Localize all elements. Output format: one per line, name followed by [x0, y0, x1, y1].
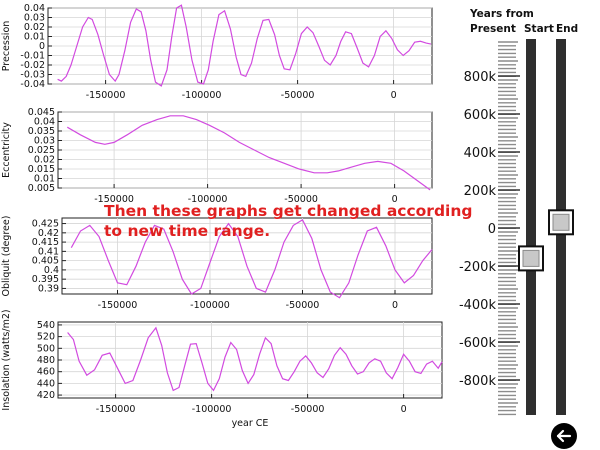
slider-scale-label: -800k [459, 374, 497, 389]
x-tick-label: 0 [391, 90, 397, 101]
y-axis-label: Insolation (watts/m2) [1, 309, 12, 410]
y-tick-label: 0.02 [24, 22, 45, 33]
y-tick-label: 0 [39, 41, 45, 52]
y-tick-label: 0.405 [32, 256, 59, 267]
y-tick-label: -0.04 [20, 79, 45, 90]
arrow-left-icon [556, 429, 572, 443]
y-tick-label: 0.035 [28, 126, 55, 137]
y-tick-label: 0.045 [28, 107, 55, 118]
y-tick-label: 0.02 [34, 155, 55, 166]
y-tick-label: 480 [37, 355, 55, 366]
start-slider-thumb-inner [522, 249, 540, 267]
y-tick-label: 0.4 [44, 265, 59, 276]
y-tick-label: 0.025 [28, 145, 55, 156]
series-line [67, 326, 443, 392]
slider-header-years-from: Years from [470, 8, 534, 20]
slider-scale-label: 800k [464, 70, 497, 85]
series-line [66, 115, 431, 191]
x-tick-label: -100000 [182, 90, 222, 101]
y-tick-label: 0.41 [38, 246, 59, 257]
y-axis-label: Eccentricity [1, 122, 12, 178]
plot-frame [61, 217, 433, 295]
slider-scale-label: 200k [464, 184, 497, 199]
annotation-line-2: to new time range. [104, 222, 271, 240]
time-range-slider[interactable]: 800k 600k 400k 200k 0 -200k -400k -600k -800k [440, 34, 590, 424]
y-tick-label: 0.01 [24, 32, 45, 43]
x-tick-label: -50000 [281, 90, 315, 101]
x-tick-label: 0 [392, 300, 398, 311]
x-tick-label: 0 [392, 194, 398, 205]
y-tick-label: 500 [37, 343, 55, 354]
y-tick-label: 460 [37, 367, 55, 378]
x-tick-label: -150000 [86, 90, 126, 101]
y-tick-label: 0.415 [32, 237, 59, 248]
series-line [70, 219, 433, 299]
x-tick-label: -150000 [96, 404, 136, 415]
slider-scale-label: 600k [464, 108, 497, 123]
y-tick-label: 0.42 [38, 228, 59, 239]
annotation-text: Then these graphs get changed according … [104, 201, 474, 241]
slider-scale-label: 400k [464, 146, 497, 161]
y-tick-label: 0.015 [28, 164, 55, 175]
x-tick-label: -50000 [284, 194, 318, 205]
y-tick-label: 0.39 [38, 283, 59, 294]
start-slider-track [526, 39, 536, 415]
start-slider-label: Start [524, 23, 554, 35]
x-tick-label: -150000 [98, 300, 138, 311]
x-tick-label: -150000 [94, 194, 134, 205]
end-slider-thumb-inner [552, 213, 570, 231]
x-tick-label: -100000 [192, 404, 232, 415]
y-tick-label: 0.005 [28, 183, 55, 194]
x-tick-label: -100000 [188, 194, 228, 205]
slider-scale-label: 0 [488, 222, 496, 237]
end-slider-thumb[interactable] [548, 209, 574, 236]
back-button[interactable] [551, 423, 577, 449]
start-slider-thumb[interactable] [518, 245, 544, 272]
series-line [57, 4, 432, 87]
y-tick-label: 0.03 [34, 136, 55, 147]
y-axis-label: Precession [1, 21, 12, 72]
y-tick-label: 520 [37, 332, 55, 343]
y-tick-label: 0.03 [24, 13, 45, 24]
y-tick-label: 0.395 [32, 274, 59, 285]
y-tick-label: 0.04 [34, 117, 55, 128]
end-slider-label: End [556, 23, 579, 35]
y-tick-label: 0.01 [34, 174, 55, 185]
slider-scale-label: -200k [459, 260, 497, 275]
slider-scale-label: -400k [459, 298, 497, 313]
y-tick-label: 0.425 [32, 219, 59, 230]
y-tick-label: 0.04 [24, 3, 45, 14]
annotation-line-1: Then these graphs get changed according [104, 202, 473, 220]
chart-2: 0.0450.040.0350.030.0250.020.0150.010.00… [1, 107, 433, 205]
slider-scale-label: -600k [459, 336, 497, 351]
y-tick-label: -0.01 [20, 51, 45, 62]
charts-area: 0.040.030.020.010-0.01-0.02-0.03-0.04-15… [1, 3, 443, 429]
y-tick-label: 420 [37, 390, 55, 401]
slider-header-present: Present [470, 23, 516, 35]
x-tick-label: 0 [401, 404, 407, 415]
x-tick-label: -100000 [190, 300, 230, 311]
x-tick-label: -50000 [291, 404, 325, 415]
x-tick-label: -50000 [286, 300, 320, 311]
y-tick-label: 440 [37, 378, 55, 389]
chart-1: 0.040.030.020.010-0.01-0.02-0.03-0.04-15… [1, 3, 433, 101]
y-axis-label: Obliquit (degree) [1, 216, 12, 297]
x-axis-label: year CE [232, 418, 269, 429]
y-tick-label: 540 [37, 320, 55, 331]
y-tick-label: -0.02 [20, 60, 45, 71]
y-tick-label: -0.03 [20, 70, 45, 81]
